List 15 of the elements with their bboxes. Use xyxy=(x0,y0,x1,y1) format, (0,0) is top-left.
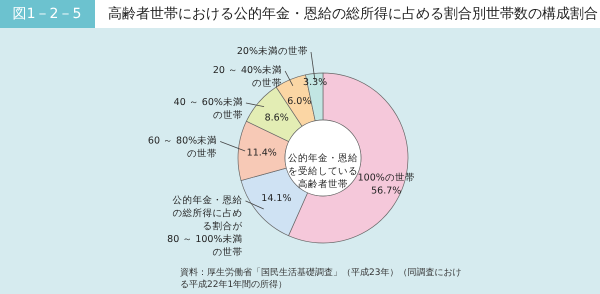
slice-label: 60 ～ 80%未満の世帯 xyxy=(148,134,218,160)
slice-label: 20 ～ 40%未満の世帯 xyxy=(212,64,282,89)
data-label: 14.1% xyxy=(261,193,292,204)
slice-label: 公的年金・恩給の総所得に占める割合が80 ～ 100%未満の世帯 xyxy=(167,194,244,258)
slice-label: 20%未満の世帯 xyxy=(236,45,308,57)
data-label: 8.6% xyxy=(264,112,289,124)
slice-label: 40 ～ 60%未満の世帯 xyxy=(174,96,243,121)
data-label: 56.7% xyxy=(371,185,402,196)
chart-title: 高齢者世帯における公的年金・恩給の総所得に占める割合別世帯数の構成割合 xyxy=(108,6,598,22)
data-label: 6.0% xyxy=(287,96,312,108)
data-label: 11.4% xyxy=(246,148,277,159)
slice-label: 100%の世帯 xyxy=(358,171,415,184)
caption: 図1－2－5 xyxy=(12,6,82,22)
text: 資料：厚生労働省「国民生活基礎調査」（平成23年）（同調査における平成22年1年間の所得） xyxy=(180,267,462,290)
text: 公的年金・恩給を受給している高齢者世帯 xyxy=(288,152,358,190)
